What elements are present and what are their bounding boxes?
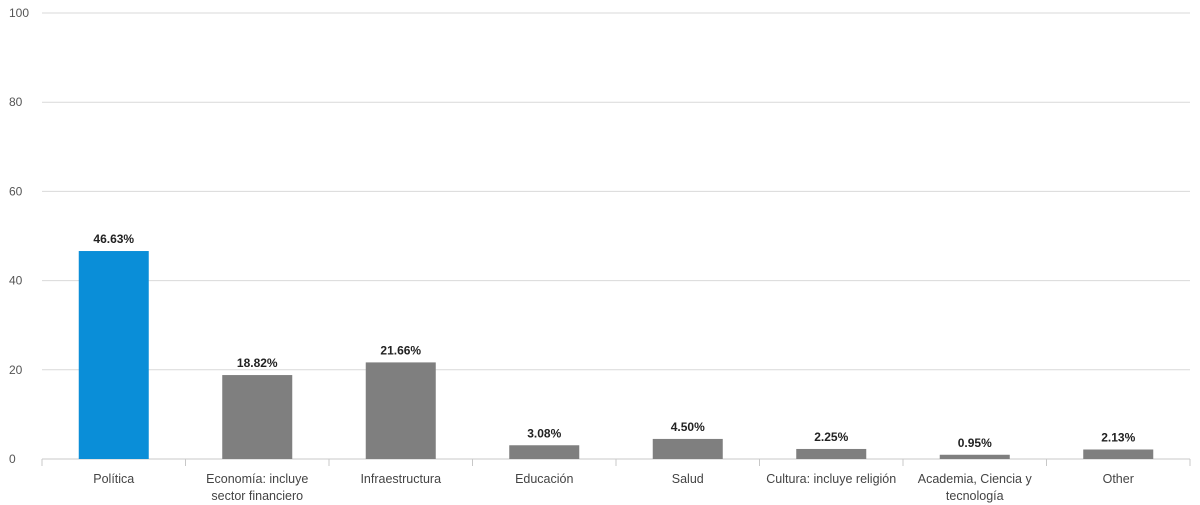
x-tick-label-line: tecnología (946, 489, 1004, 503)
bar[interactable] (652, 438, 723, 459)
y-tick-label: 20 (9, 363, 23, 377)
y-tick-label: 0 (9, 452, 16, 466)
x-axis-labels: Política Economía: incluye sector financie… (93, 472, 1134, 503)
x-tick-label-line: Educación (515, 472, 573, 486)
data-label: 2.25% (814, 430, 848, 444)
bars (78, 251, 1154, 459)
x-tick-label: Política (93, 472, 134, 486)
x-tick-label-line: Cultura: incluye religión (766, 472, 896, 486)
bar[interactable] (1083, 449, 1154, 459)
data-label: 18.82% (237, 356, 278, 370)
bar[interactable] (365, 362, 436, 459)
data-label: 0.95% (958, 436, 992, 450)
data-label: 2.13% (1101, 431, 1135, 445)
x-tick-label: Cultura: incluye religión (766, 472, 896, 486)
data-label: 3.08% (527, 426, 561, 440)
bar[interactable] (509, 445, 580, 459)
x-tick-label-line: Política (93, 472, 134, 486)
x-tick-label-line: Infraestructura (360, 472, 441, 486)
x-tick-label-line: Economía: incluye (206, 472, 308, 486)
x-tick-label: Educación (515, 472, 573, 486)
x-tick-label-line: Other (1103, 472, 1134, 486)
y-tick-label: 100 (9, 6, 29, 20)
data-label: 4.50% (671, 420, 705, 434)
x-tick-label-line: Academia, Ciencia y (918, 472, 1033, 486)
x-tick-label: Academia, Ciencia y tecnología (918, 472, 1033, 503)
x-tick-label-line: Salud (672, 472, 704, 486)
grid-lines (41, 12, 1191, 466)
x-tick-label-line: sector financiero (211, 489, 303, 503)
x-tick-label: Infraestructura (360, 472, 441, 486)
x-tick-label: Economía: incluye sector financiero (206, 472, 308, 503)
x-tick-label: Salud (672, 472, 704, 486)
bar[interactable] (939, 454, 1010, 459)
x-tick-label: Other (1103, 472, 1134, 486)
bar[interactable] (796, 448, 867, 459)
data-label: 46.63% (93, 232, 134, 246)
data-labels: 46.63% 18.82% 21.66% 3.08% 4.50% 2.25% 0.95% 2.… (93, 232, 1135, 450)
data-label: 21.66% (380, 343, 421, 357)
bar[interactable] (222, 375, 293, 459)
y-tick-label: 80 (9, 95, 23, 109)
y-tick-label: 40 (9, 274, 23, 288)
y-tick-label: 60 (9, 184, 23, 198)
y-axis-ticks: 0 20 40 60 80 100 (9, 6, 29, 466)
bar[interactable] (78, 251, 149, 459)
